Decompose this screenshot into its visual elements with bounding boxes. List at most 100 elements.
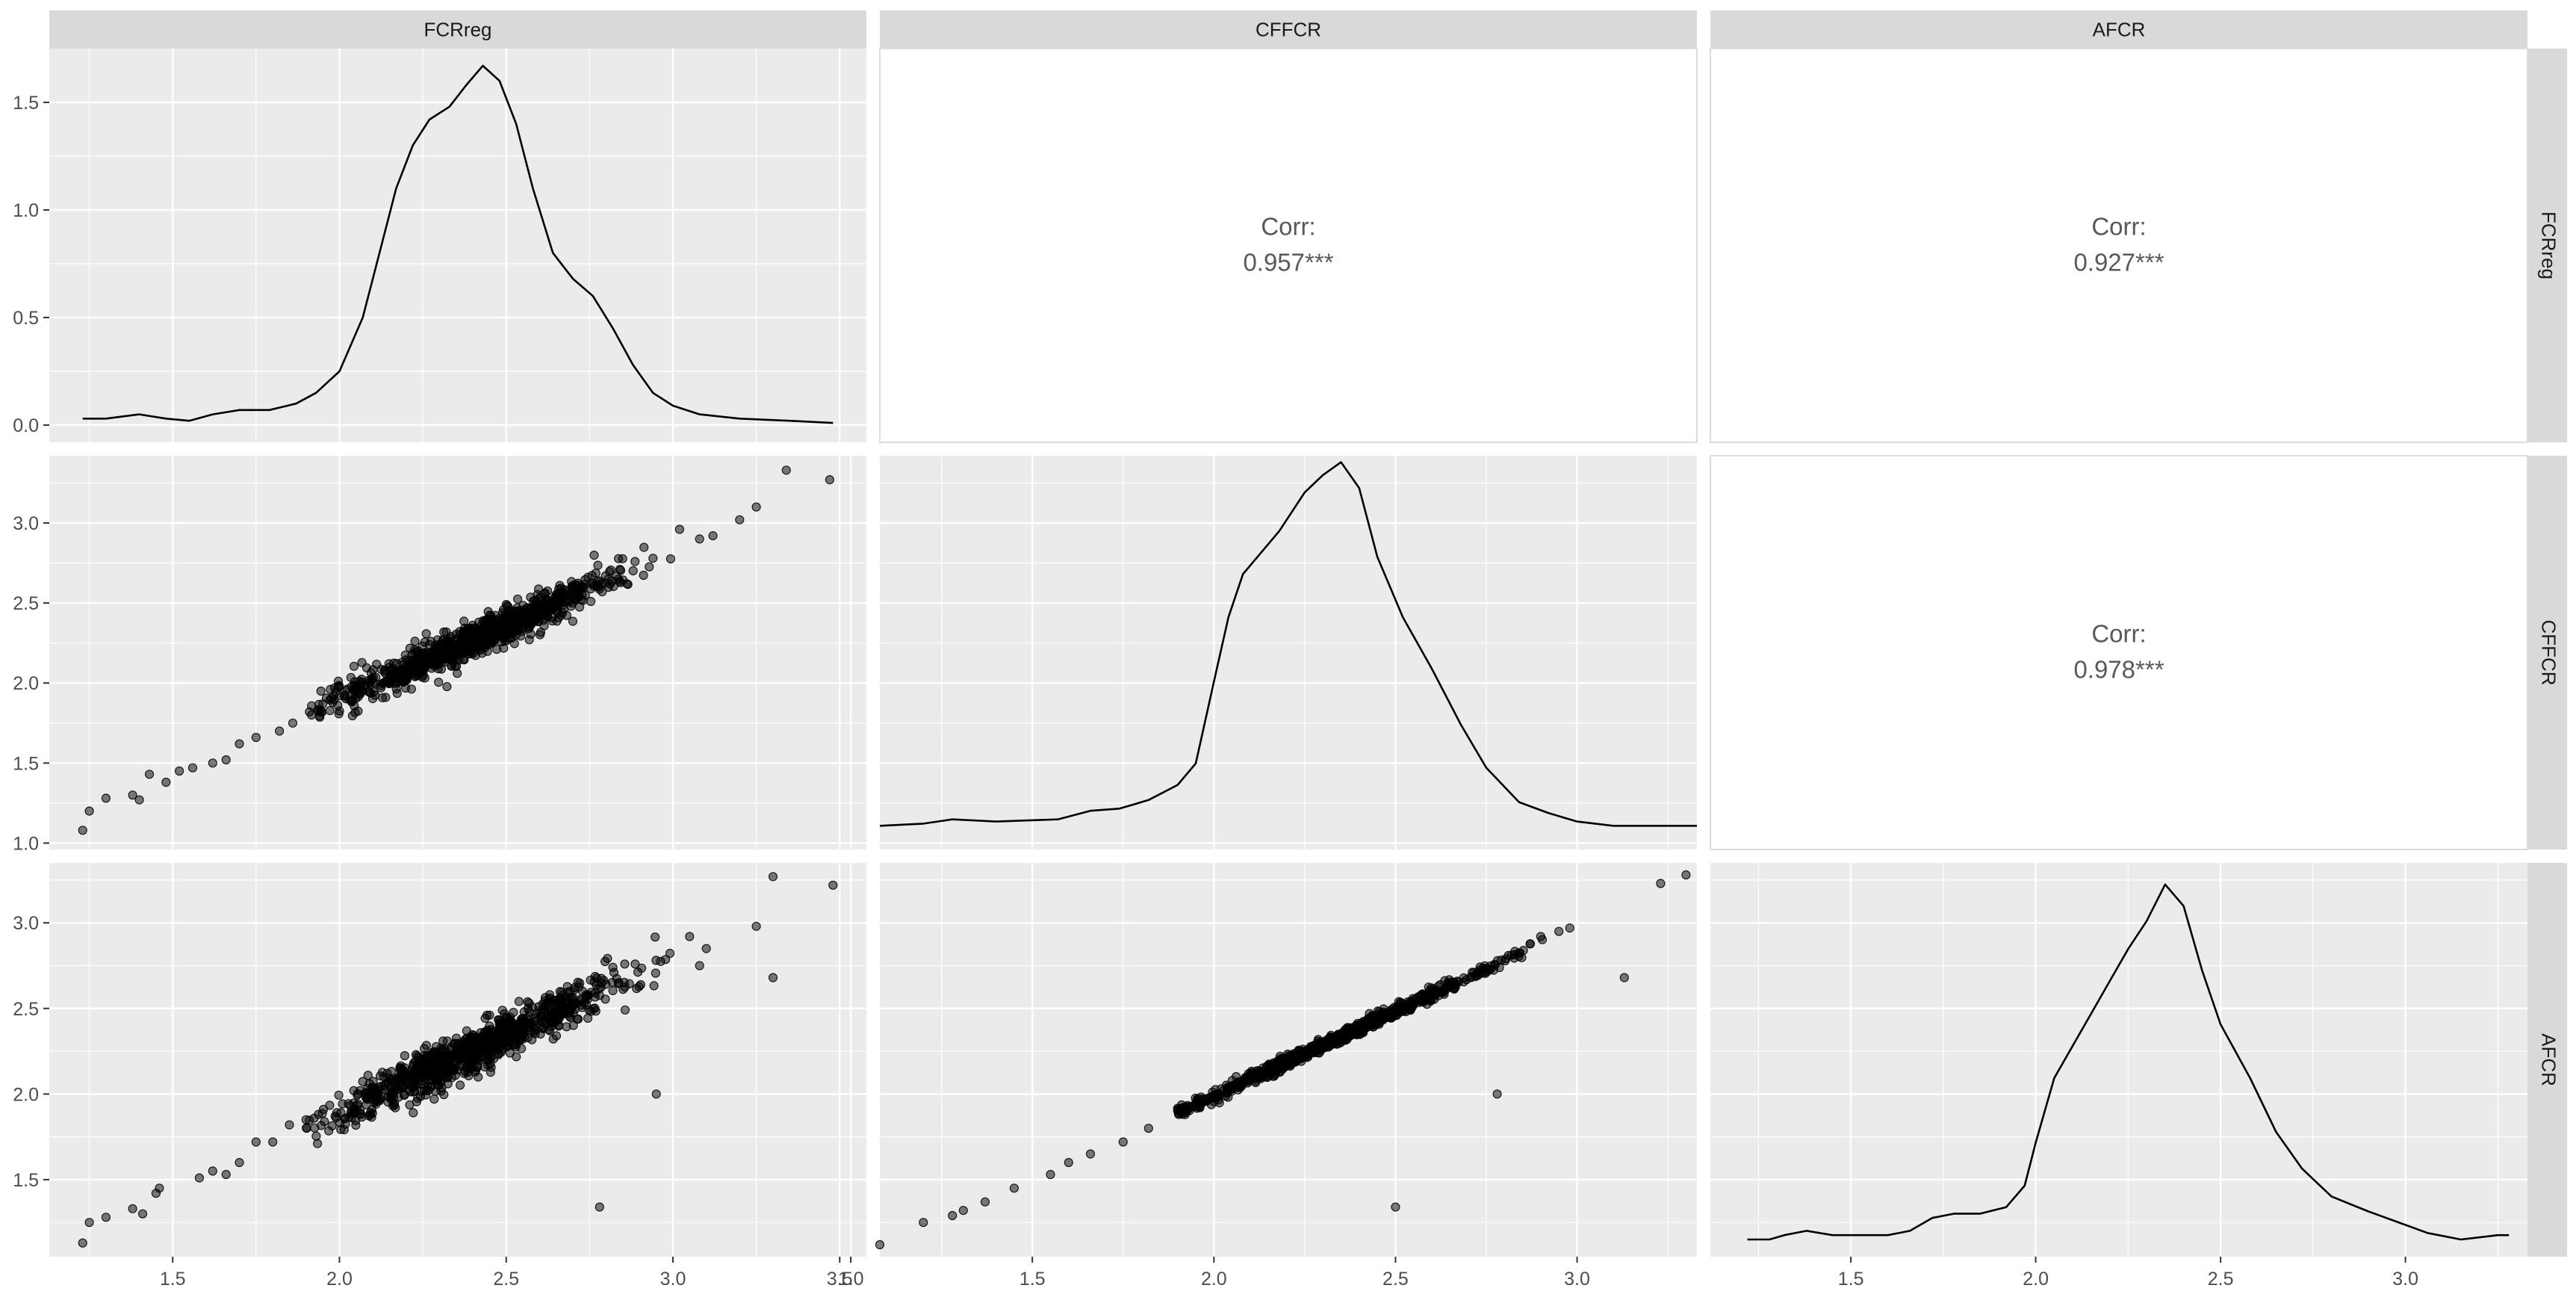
scatter-point bbox=[483, 1050, 493, 1059]
scatter-point bbox=[1468, 968, 1477, 977]
scatter-point bbox=[434, 677, 444, 687]
scatter-point bbox=[458, 641, 468, 651]
scatter-point bbox=[302, 1123, 311, 1133]
scatter-point bbox=[633, 968, 643, 977]
y-tick-label: 3.0 bbox=[13, 513, 39, 534]
scatter-point bbox=[144, 770, 155, 779]
y-tick-label: 1.5 bbox=[13, 1170, 39, 1191]
scatter-point bbox=[584, 1005, 594, 1015]
scatter-point bbox=[471, 1056, 480, 1065]
scatter-point bbox=[444, 634, 455, 643]
scatter-point bbox=[387, 1066, 397, 1077]
scatter-point bbox=[620, 959, 630, 969]
scatter-point bbox=[1406, 1000, 1416, 1009]
scatter-point bbox=[612, 571, 621, 581]
scatter-point bbox=[536, 628, 546, 637]
scatter-point bbox=[268, 1137, 278, 1147]
scatter-point bbox=[1173, 1105, 1183, 1115]
scatter-point bbox=[301, 1115, 311, 1124]
scatter-point bbox=[480, 620, 491, 631]
scatter-point bbox=[194, 1173, 204, 1183]
scatter-point bbox=[1294, 1046, 1304, 1056]
scatter-point bbox=[512, 607, 521, 616]
scatter-point bbox=[313, 1139, 323, 1148]
scatter-point bbox=[1536, 932, 1545, 941]
y-tick-label: 1.5 bbox=[13, 753, 39, 774]
x-tick-label: 1.5 bbox=[1838, 1269, 1864, 1290]
scatter-point bbox=[357, 657, 367, 667]
scatter-point bbox=[419, 1067, 429, 1077]
scatter-point bbox=[685, 932, 695, 941]
corr-label: Corr: bbox=[2091, 213, 2146, 241]
density-line-cffcr bbox=[879, 461, 1697, 827]
scatter-point bbox=[155, 1183, 164, 1193]
scatter-point bbox=[665, 554, 676, 564]
scatter-point bbox=[450, 641, 460, 651]
scatter-point bbox=[453, 1045, 464, 1055]
scatter-point bbox=[565, 1011, 574, 1021]
scatter-point bbox=[1292, 1055, 1303, 1065]
scatter-point bbox=[1143, 1124, 1153, 1133]
scatter-point bbox=[328, 697, 338, 708]
scatter-point bbox=[383, 1097, 393, 1107]
scatter-point bbox=[450, 651, 460, 661]
scatter-point bbox=[84, 806, 94, 816]
scatter-point bbox=[502, 1040, 512, 1050]
panel-grid bbox=[49, 456, 866, 849]
scatter-point bbox=[391, 658, 402, 669]
scatter-point bbox=[324, 1126, 334, 1136]
scatter-point bbox=[527, 619, 536, 629]
scatter-point bbox=[1211, 1091, 1220, 1101]
panel-grid bbox=[849, 863, 1697, 1257]
scatter-point bbox=[412, 1059, 422, 1069]
scatter-point bbox=[591, 568, 600, 578]
scatter-point bbox=[409, 1108, 418, 1118]
strip-top-label: AFCR bbox=[2093, 19, 2146, 41]
scatter-point bbox=[471, 1039, 482, 1049]
scatter-points bbox=[78, 872, 838, 1248]
scatter-point bbox=[593, 560, 603, 570]
scatter-point bbox=[175, 766, 184, 776]
scatter-point bbox=[364, 687, 373, 696]
scatter-point bbox=[495, 1023, 505, 1033]
corr-label: Corr: bbox=[1261, 213, 1315, 241]
scatter-point bbox=[494, 1039, 503, 1049]
scatter-point bbox=[1517, 953, 1527, 962]
scatter-point bbox=[344, 1112, 354, 1121]
scatter-point bbox=[828, 880, 838, 890]
strip-top-afcr bbox=[1710, 10, 2527, 49]
y-tick-label: 2.0 bbox=[13, 1084, 39, 1105]
panel-grid bbox=[1710, 863, 2527, 1257]
x-tick-label: 2.5 bbox=[1382, 1269, 1409, 1290]
strip-top-cffcr bbox=[880, 10, 1697, 49]
scatter-point bbox=[500, 630, 509, 640]
scatter-point bbox=[1401, 1006, 1411, 1017]
scatter-point bbox=[523, 997, 533, 1006]
scatter-point bbox=[1332, 1036, 1342, 1045]
scatter-point bbox=[442, 681, 452, 692]
scatter-point bbox=[410, 637, 420, 646]
scatter-point bbox=[455, 1080, 465, 1090]
scatter-point bbox=[515, 1026, 524, 1036]
scatter-point bbox=[317, 1109, 327, 1118]
scatter-point bbox=[437, 1044, 447, 1055]
scatter-point bbox=[397, 1065, 407, 1074]
scatter-point bbox=[554, 1013, 564, 1024]
scatter-point bbox=[768, 872, 778, 882]
scatter-point bbox=[407, 1083, 418, 1092]
panel-background bbox=[1710, 863, 2527, 1257]
scatter-point bbox=[503, 1024, 513, 1034]
x-tick-label: 3.0 bbox=[2392, 1269, 2418, 1290]
scatter-point bbox=[514, 997, 524, 1006]
scatter-point bbox=[78, 826, 87, 835]
scatter-point bbox=[370, 678, 380, 689]
strip-top-fcrreg bbox=[49, 10, 866, 49]
scatter-point bbox=[275, 726, 285, 736]
scatter-point bbox=[516, 1044, 527, 1053]
scatter-point bbox=[412, 654, 422, 663]
scatter-point bbox=[357, 677, 367, 687]
scatter-point bbox=[660, 955, 671, 965]
x-tick-label: 2.5 bbox=[2208, 1269, 2234, 1290]
scatter-point bbox=[459, 628, 470, 637]
scatter-point bbox=[639, 570, 648, 581]
